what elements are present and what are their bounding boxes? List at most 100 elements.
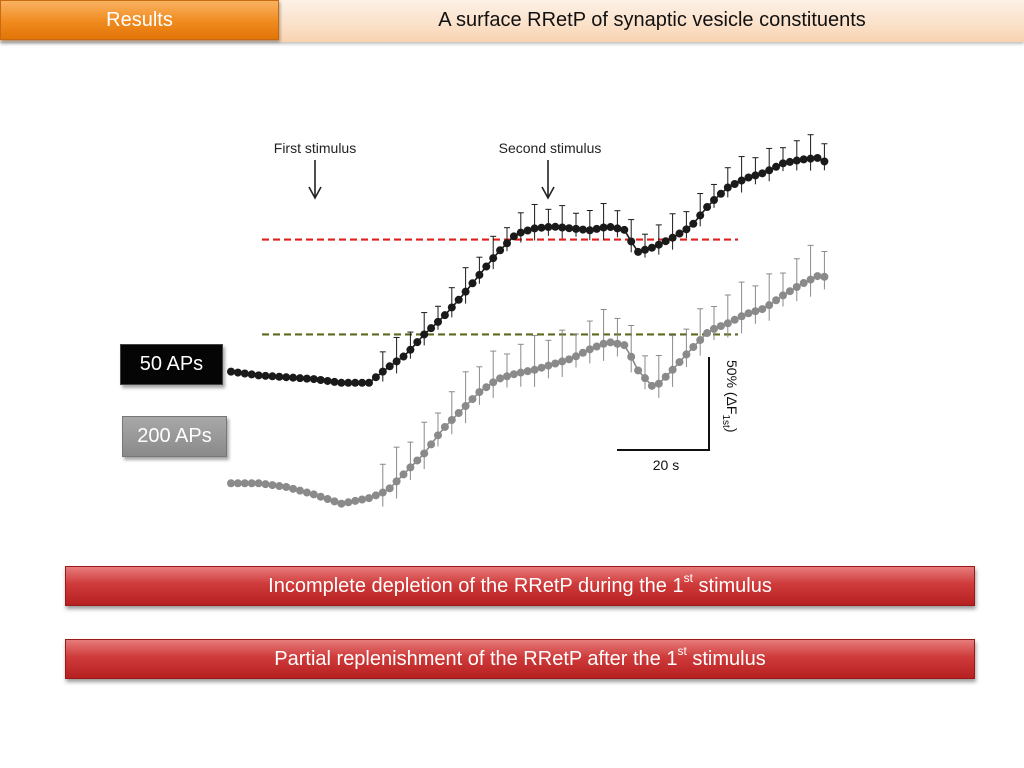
series-50-aps-point [662,237,670,245]
series-50-aps-point [406,346,414,354]
series-200-aps-point [282,483,290,491]
series-200-aps-point [807,276,815,284]
series-200-aps-point [758,305,766,313]
series-200-aps-point [255,479,263,487]
series-50-aps-point [551,223,559,231]
series-50-aps-point [227,368,235,376]
series-50-aps-point [351,379,359,387]
series-200-aps-point [662,373,670,381]
series-50-aps-point [469,279,477,287]
series-50-aps-point [455,296,463,304]
conclusion-banner-replenishment: Partial replenishment of the RRetP after… [65,639,975,679]
series-50-aps-point [524,227,532,235]
series-200-aps-point [296,487,304,495]
series-50-aps-point [496,246,504,254]
series-50-aps-point [793,157,801,165]
series-50-aps-point [365,379,373,387]
series-50-aps-point [772,163,780,171]
series-50-aps-point [379,368,387,376]
series-200-aps-point [227,479,235,487]
first-stimulus-label: First stimulus [274,140,356,156]
series-200-aps-point [337,500,345,508]
series-50-aps-point [462,288,470,296]
conclusion-tail: stimulus [693,575,772,597]
series-50-aps-point [572,225,580,233]
series-200-aps-point [517,369,525,377]
series-200-aps-point [455,409,463,417]
series-50-aps-point [317,376,325,384]
series-200-aps-point [793,283,801,291]
series-200-aps-point [248,479,256,487]
series-50-aps-point [745,174,753,182]
series-200-aps-point [579,349,587,357]
series-50-aps-point [779,159,787,167]
scale-bar: 20 s 50% (ΔF1st) [617,357,740,473]
series-200-aps-point [676,358,684,366]
series-50-aps-point [310,375,318,383]
series-200-aps-point [503,372,511,380]
series-50-aps-point [593,225,601,233]
series-50-aps-point [372,373,380,381]
series-50-aps-point [696,211,704,219]
series-200-aps-point [317,493,325,501]
series-200-aps-point [751,307,759,315]
series-50-aps-point [703,203,711,211]
series-200-aps-point [489,378,497,386]
series-50-aps-point [641,246,649,254]
series-50-aps-point [448,303,456,311]
series-50-aps-point [503,239,511,247]
series-50-aps-point [613,224,621,232]
series-200-aps-point [738,312,746,320]
series-200-aps-point [724,319,732,327]
series-50-aps-point [531,224,539,232]
series-200-aps-point [717,322,725,330]
series-50-aps-point [579,226,587,234]
series-50-aps-point [586,226,594,234]
series-200-aps-point [696,336,704,344]
series-200-aps-point [406,463,414,471]
series-50-aps-point [648,244,656,252]
legend-200-aps: 200 APs [122,416,227,457]
series-50-aps-point [255,371,263,379]
series-200-aps-point [482,383,490,391]
series-200-aps-point [613,340,621,348]
conclusion-superscript: st [684,571,693,585]
series-200-aps-point [289,485,297,493]
series-50-aps-point [689,220,697,228]
series-200-aps-point [786,287,794,295]
series-50-aps-point [517,229,525,237]
series-200-aps-point [303,489,311,497]
series-200-aps-point [324,495,332,503]
series-200-aps-point [814,272,822,280]
series-50-aps-point [682,225,690,233]
series-50-aps-point [324,377,332,385]
series-50-aps-point [420,330,428,338]
series-50-aps-point [710,196,718,204]
series-50-aps-point [386,362,394,370]
series-50-aps-point [724,184,732,192]
series-200-aps-point [241,479,249,487]
conclusion-tail: stimulus [687,648,766,670]
series-50-aps-point [358,379,366,387]
series-200-aps-point [620,341,628,349]
series-50-aps-point [620,226,628,234]
series-200-aps-point [420,449,428,457]
legend-50-aps: 50 APs [120,344,223,385]
series-50-aps-point [275,373,283,381]
series-200-aps-point [634,366,642,374]
conclusion-superscript: st [677,644,686,658]
series-50-aps-point [296,374,304,382]
series-50-aps-point [400,353,408,361]
series-50-aps-point [282,373,290,381]
series-50-aps-point [434,318,442,326]
series-50-aps-point [248,370,256,378]
series-200-aps-point [310,490,318,498]
series-200-aps-point [372,491,380,499]
series-50-aps-trace [231,158,824,383]
series-200-aps-point [448,416,456,424]
conclusion-text: Incomplete depletion of the RRetP during… [268,575,683,597]
series-50-aps-point [751,171,759,179]
series-50-aps-point [289,374,297,382]
series-200-aps-point [544,362,552,370]
series-50-aps-point [241,370,249,378]
